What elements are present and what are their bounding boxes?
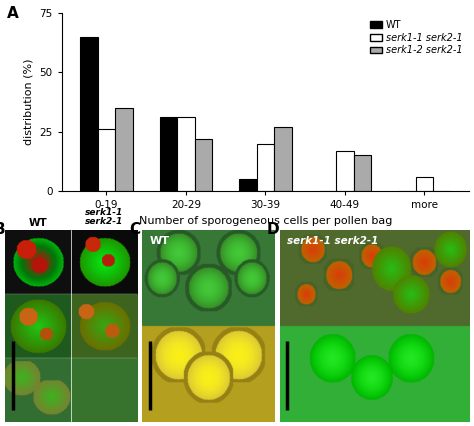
Bar <box>416 177 433 191</box>
Bar <box>354 155 371 191</box>
Bar <box>336 151 354 191</box>
X-axis label: Number of sporogeneous cells per pollen bag: Number of sporogeneous cells per pollen … <box>139 216 392 226</box>
Y-axis label: distribution (%): distribution (%) <box>24 59 34 145</box>
Bar <box>115 108 133 191</box>
Text: serk1-1
serk2-1: serk1-1 serk2-1 <box>85 207 123 226</box>
Bar <box>239 179 257 191</box>
Text: B: B <box>0 222 6 237</box>
Bar <box>257 144 274 191</box>
Bar <box>177 118 195 191</box>
Bar <box>98 129 115 191</box>
Bar <box>80 37 98 191</box>
Text: D: D <box>266 222 279 237</box>
Bar <box>195 139 212 191</box>
Legend: WT, serk1-1 serk2-1, serk1-2 serk2-1: WT, serk1-1 serk2-1, serk1-2 serk2-1 <box>368 17 465 58</box>
Text: WT: WT <box>28 218 47 228</box>
Text: A: A <box>7 6 18 20</box>
Text: C: C <box>129 222 140 237</box>
Text: serk1-1 serk2-1: serk1-1 serk2-1 <box>287 236 379 246</box>
Text: WT: WT <box>150 236 170 246</box>
Bar <box>160 118 177 191</box>
Bar <box>274 127 292 191</box>
